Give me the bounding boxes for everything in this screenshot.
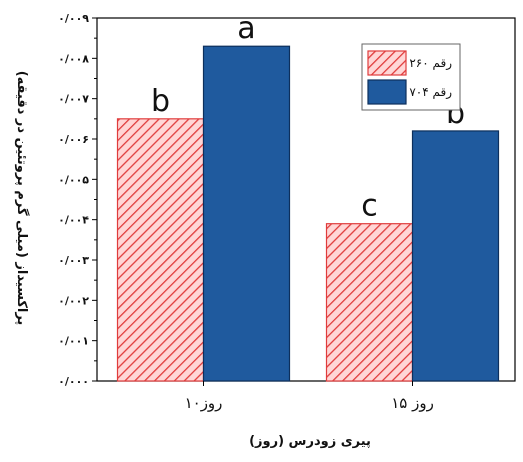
significance-letter: a xyxy=(237,11,255,46)
y-tick-label: ۰/۰۰۸ xyxy=(58,52,89,65)
legend-swatch-1 xyxy=(367,50,407,76)
y-tick-label: ۰/۰۰۷ xyxy=(58,93,89,106)
y-tick-label: ۰/۰۰۵ xyxy=(58,173,89,186)
legend: رقم ۲۶۰ رقم ۷۰۴ xyxy=(361,43,461,111)
legend-label-2: رقم ۷۰۴ xyxy=(409,85,452,100)
y-axis: ۰/۰۰۰ ۰/۰۰۱ ۰/۰۰۲ ۰/۰۰۳ ۰/۰۰۴ ۰/۰۰۵ ۰/۰۰۶ ۰/۰۰۷… xyxy=(58,12,97,388)
bars xyxy=(116,45,500,382)
significance-letter: c xyxy=(361,189,378,224)
bar-1-1 xyxy=(116,118,205,382)
bar-2-1 xyxy=(202,45,291,382)
x-axis: ۱۰روز ۱۵ روز xyxy=(185,381,434,412)
y-tick-label: ۰/۰۰۶ xyxy=(58,133,89,146)
y-tick-label: ۰/۰۰۹ xyxy=(58,12,89,25)
y-tick-label: ۰/۰۰۳ xyxy=(58,254,89,267)
y-tick-label: ۰/۰۰۴ xyxy=(58,214,89,227)
bar-2-2 xyxy=(411,130,500,382)
legend-label-1: رقم ۲۶۰ xyxy=(409,56,452,71)
y-tick-label: ۰/۰۰۰ xyxy=(58,375,89,388)
bar-1-2 xyxy=(325,223,414,382)
x-tick-label: ۱۰روز xyxy=(185,394,223,412)
legend-swatch-2 xyxy=(367,79,407,105)
significance-letter: b xyxy=(151,84,170,119)
y-tick-label: ۰/۰۰۲ xyxy=(58,294,89,307)
x-tick-label: ۱۵ روز xyxy=(391,394,434,412)
y-axis-title: پراکسیداز (میلی گرم پروتئین در دقیقه) xyxy=(14,71,30,326)
x-axis-title: پیری زودرس (روز) xyxy=(249,434,371,449)
y-tick-label: ۰/۰۰۱ xyxy=(58,335,89,348)
